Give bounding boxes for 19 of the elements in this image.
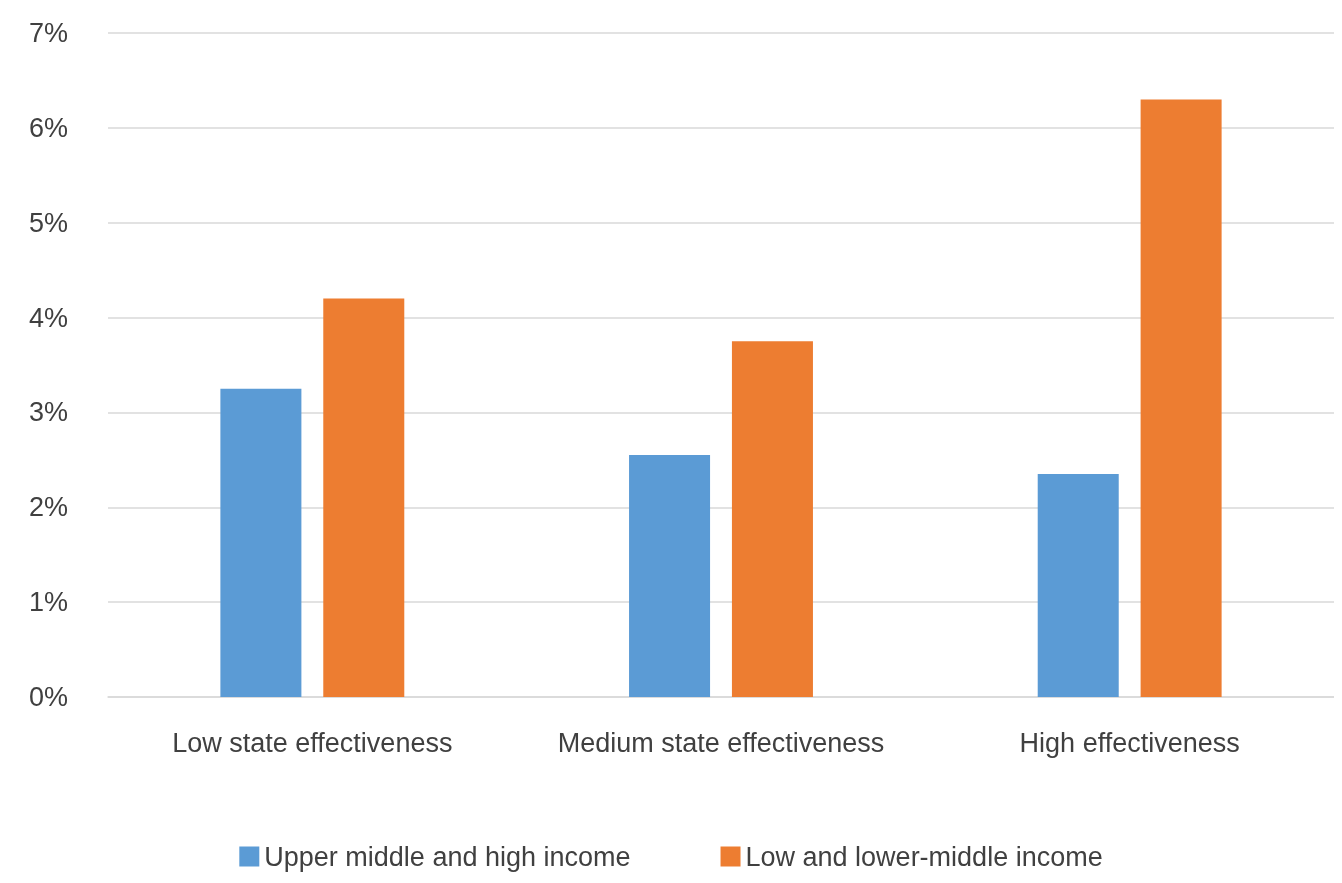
bar — [1140, 99, 1222, 697]
y-tick-label: 6% — [28, 112, 68, 143]
y-tick-label: 2% — [28, 492, 68, 523]
y-tick-label: 3% — [28, 397, 68, 428]
legend-label: Low and lower-middle income — [745, 841, 1103, 872]
bar — [629, 455, 711, 697]
y-tick-label: 0% — [28, 682, 68, 712]
x-tick-label: Medium state effectiveness — [557, 728, 885, 758]
bar — [220, 388, 302, 697]
y-tick-label: 5% — [28, 207, 68, 238]
y-tick-label: 7% — [28, 18, 68, 48]
bar — [731, 341, 813, 697]
x-tick-label: Low state effectiveness — [172, 728, 453, 758]
y-tick-label: 4% — [28, 302, 68, 333]
bar — [1037, 474, 1119, 697]
bar — [323, 298, 405, 697]
x-tick-label: High effectiveness — [1019, 728, 1240, 758]
y-tick-label: 1% — [28, 587, 68, 618]
legend-label: Upper middle and high income — [264, 841, 631, 872]
